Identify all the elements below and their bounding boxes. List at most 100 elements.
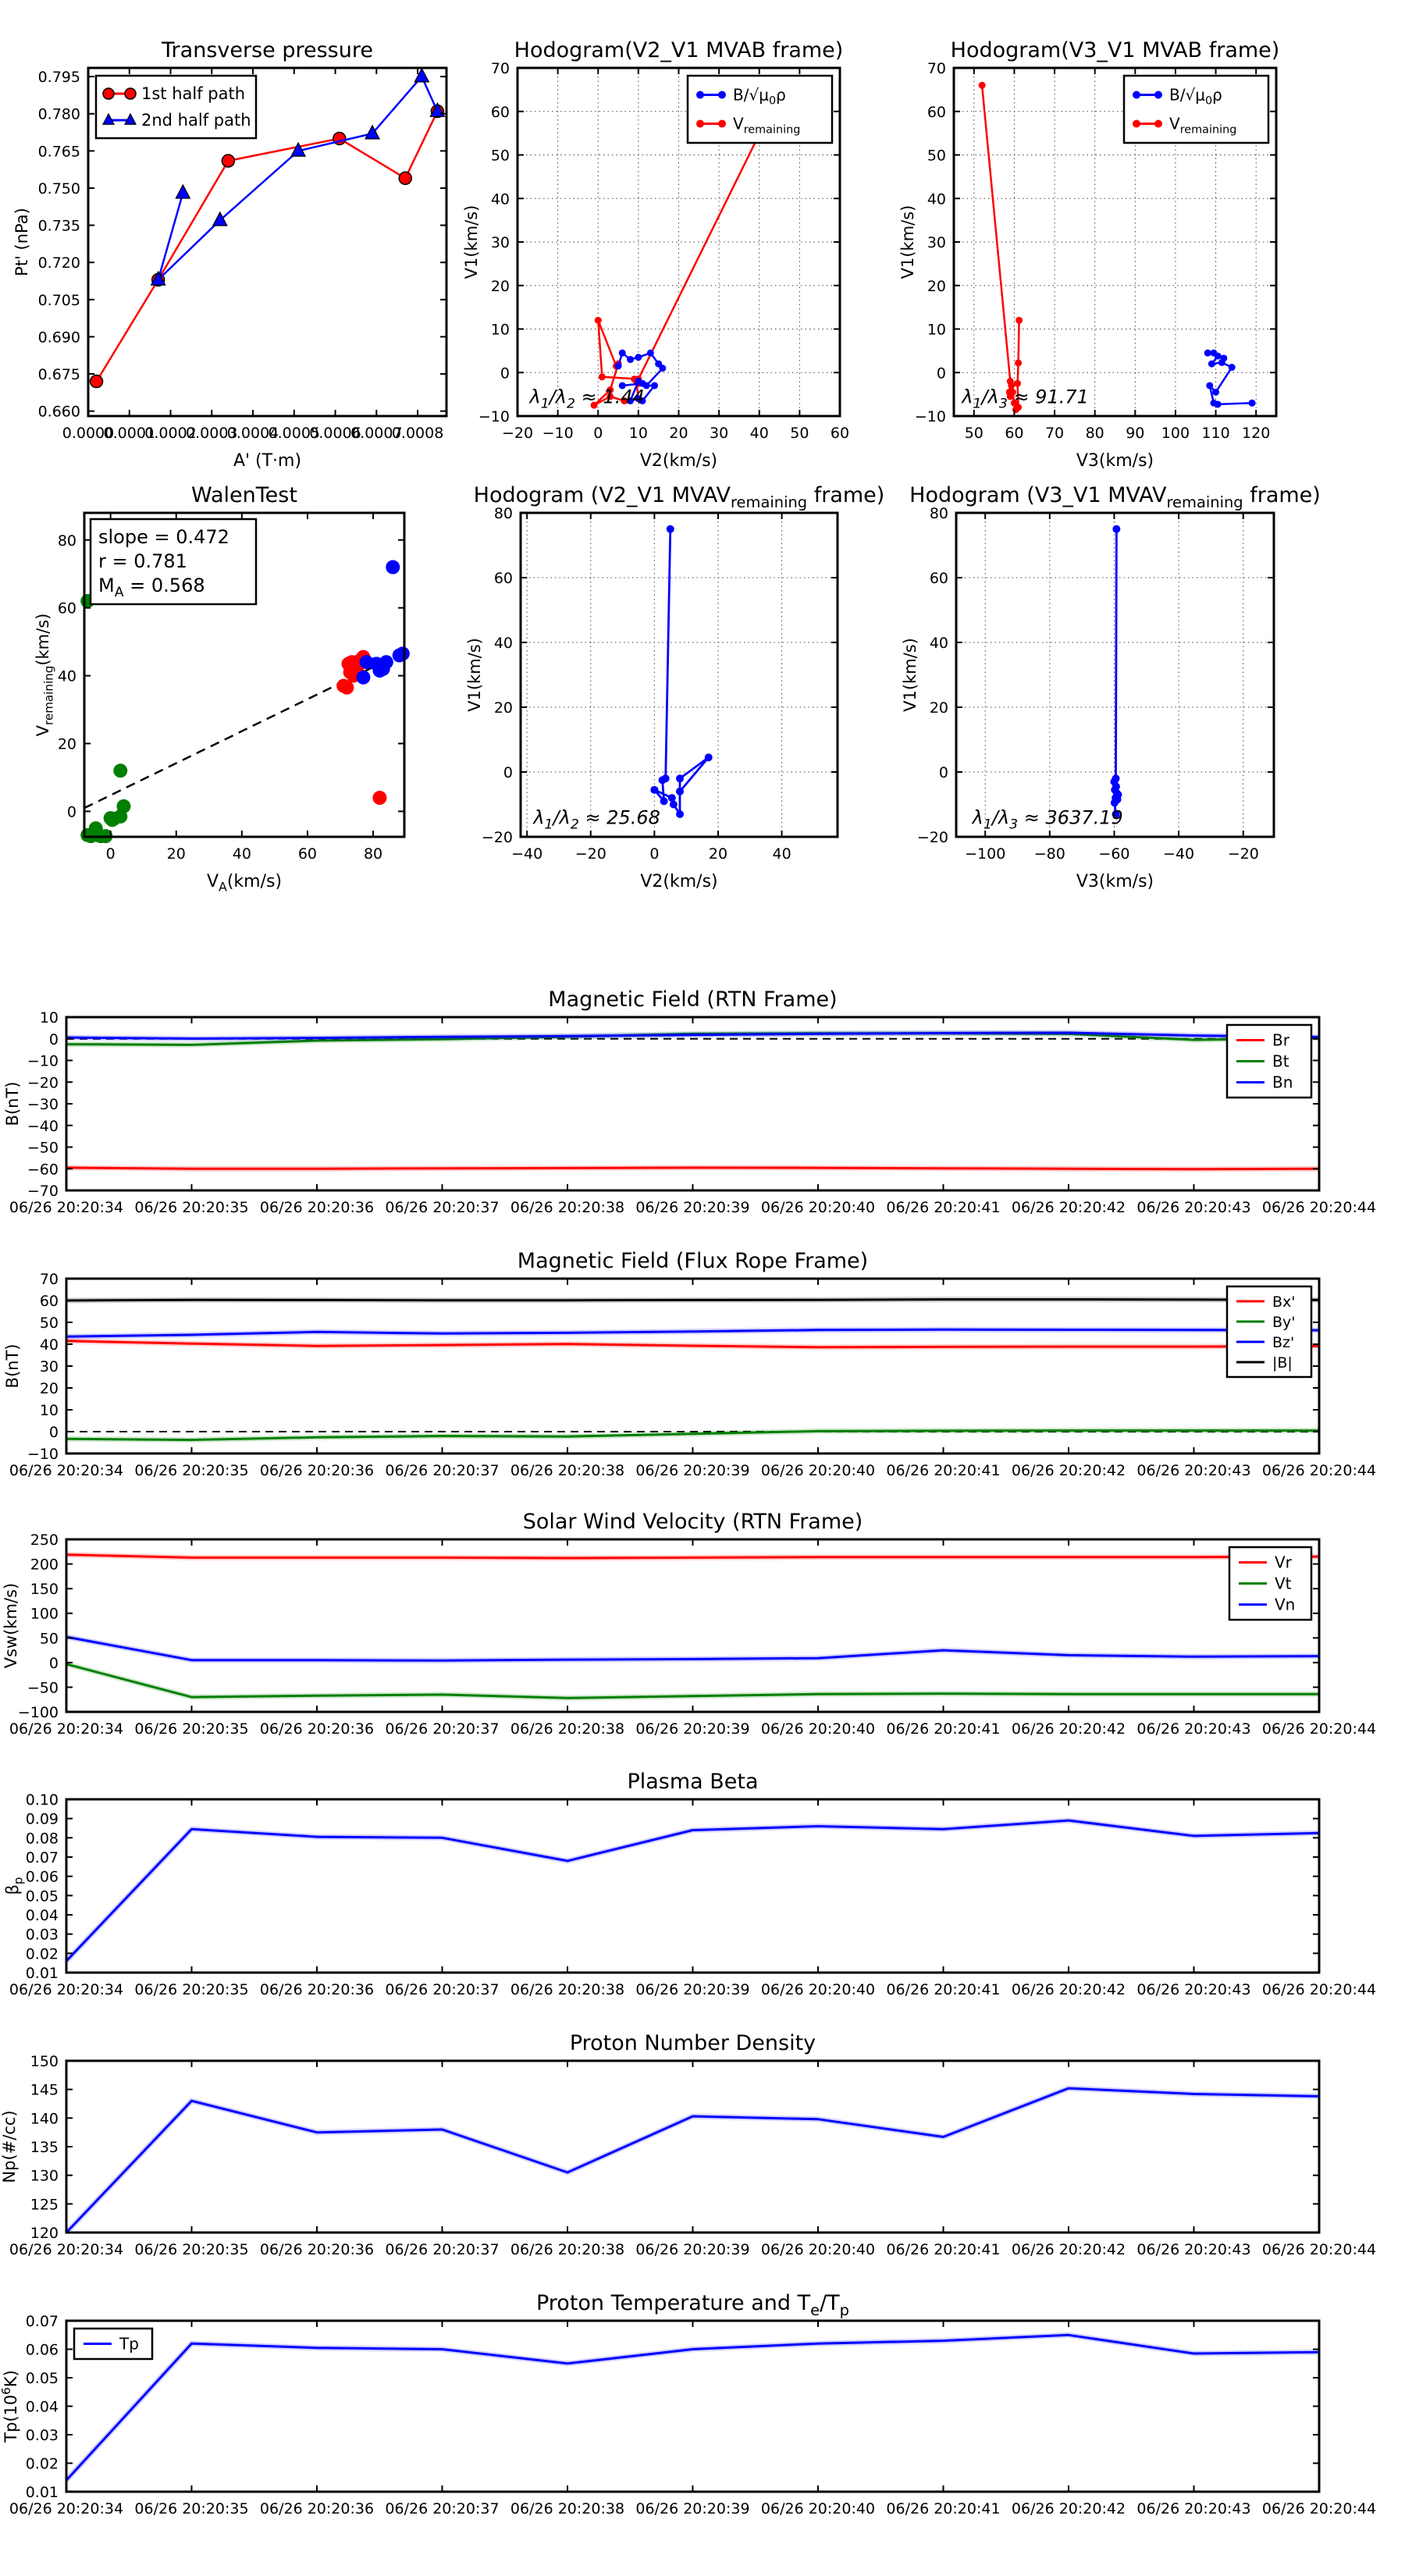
y-tick-label: 0.795 xyxy=(38,69,80,86)
y-tick-label: 0 xyxy=(49,1424,59,1441)
x-tick-label: 100 xyxy=(1161,425,1190,442)
y-tick-label: 0.02 xyxy=(26,2456,59,2473)
y-tick-label: −50 xyxy=(27,1679,59,1696)
dot-marker xyxy=(666,525,674,533)
x-tick-label: 70 xyxy=(1045,425,1064,442)
x-tick-label: 06/26 20:20:39 xyxy=(635,2500,749,2517)
y-tick-label: −50 xyxy=(27,1140,59,1157)
x-tick-label: 40 xyxy=(772,845,791,863)
legend-box xyxy=(1225,1023,1313,1099)
y-tick-label: 0.01 xyxy=(26,2484,59,2501)
plot-frame xyxy=(65,1277,1321,1455)
x-tick-label: 06/26 20:20:42 xyxy=(1012,1462,1126,1479)
dot-marker xyxy=(1133,119,1140,128)
dot-marker xyxy=(650,785,659,794)
legend-solar-wind-velocity: Vr Vt Vn xyxy=(1228,1546,1313,1621)
y-tick-label: 0.01 xyxy=(26,1965,59,1982)
x-tick-label: 06/26 20:20:40 xyxy=(761,1981,875,1998)
x-tick-label: 06/26 20:20:35 xyxy=(134,1981,248,1998)
x-tick-label: 06/26 20:20:40 xyxy=(761,1720,875,1738)
y-tick-label: 130 xyxy=(30,2168,59,2185)
x-tick-label: 06/26 20:20:37 xyxy=(385,2500,499,2517)
x-tick-label: 06/26 20:20:37 xyxy=(385,2241,499,2258)
dot-marker xyxy=(1016,316,1023,324)
x-tick-label: 06/26 20:20:42 xyxy=(1012,1981,1126,1998)
x-axis-label: A' (T·m) xyxy=(233,451,301,471)
x-tick-label: 90 xyxy=(1126,425,1144,442)
series-beta-p xyxy=(65,1819,1320,1962)
panel-proton-temperature: 06/26 20:20:34 06/26 20:20:35 06/26 20:20:… xyxy=(0,2291,1376,2517)
x-tick-label: 06/26 20:20:44 xyxy=(1262,1720,1376,1738)
y-tick-label: 60 xyxy=(927,104,946,121)
y-tick-label: 10 xyxy=(40,1009,59,1026)
x-tick-label: 06/26 20:20:43 xyxy=(1136,1462,1250,1479)
x-tick-label: 0 xyxy=(649,845,659,863)
y-tick-label: 40 xyxy=(930,635,948,652)
x-tick-label: 06/26 20:20:41 xyxy=(886,1981,1000,1998)
dot-marker xyxy=(1206,382,1214,390)
y-tick-label: 60 xyxy=(930,570,948,587)
series-Bn xyxy=(66,1031,1320,1040)
series-halo xyxy=(66,1661,1319,1701)
panel-title: Magnetic Field (RTN Frame) xyxy=(548,987,837,1012)
y-axis-label: V1(km/s) xyxy=(901,638,919,712)
y-tick-label: 60 xyxy=(40,1293,59,1310)
y-tick-label: 30 xyxy=(927,234,946,251)
x-tick-label: 06/26 20:20:36 xyxy=(260,1720,374,1738)
panel-title: Magnetic Field (Flux Rope Frame) xyxy=(518,1249,868,1273)
dot-marker xyxy=(618,382,626,390)
annotation: λ1/λ2 ≈ 1.44 xyxy=(528,386,644,411)
x-tick-label: 0 xyxy=(106,845,116,863)
x-tick-label: 06/26 20:20:37 xyxy=(385,1462,499,1479)
y-tick-label: 10 xyxy=(927,322,946,339)
legend-box xyxy=(1225,1285,1313,1379)
x-tick-label: 0.0006 xyxy=(309,425,361,442)
y-tick-label: 30 xyxy=(40,1358,59,1375)
dot-marker xyxy=(1212,388,1220,396)
panel-title: Solar Wind Velocity (RTN Frame) xyxy=(523,1510,863,1534)
y-tick-label: −10 xyxy=(478,408,510,425)
triangle-marker xyxy=(102,112,115,125)
x-tick-label: 06/26 20:20:34 xyxy=(9,1720,123,1738)
legend-label: Bz' xyxy=(1272,1334,1294,1351)
series-Bz' xyxy=(66,1328,1320,1338)
y-tick-label: 60 xyxy=(58,600,76,617)
dot-marker xyxy=(659,365,667,372)
y-tick-label: 40 xyxy=(40,1336,59,1354)
dot-marker xyxy=(356,670,371,685)
series-B-sqrt-mu0rho xyxy=(1208,351,1253,406)
x-tick-label: 06/26 20:20:44 xyxy=(1262,1462,1376,1479)
x-tick-label: 20 xyxy=(709,845,727,863)
y-tick-label: 0.675 xyxy=(38,366,80,383)
y-tick-label: 250 xyxy=(30,1532,59,1549)
x-tick-label: 06/26 20:20:41 xyxy=(886,1199,1000,1216)
x-tick-label: 120 xyxy=(1242,425,1270,442)
y-tick-label: 80 xyxy=(58,532,76,550)
x-tick-label: −100 xyxy=(965,845,1005,863)
series-Bx' xyxy=(66,1340,1320,1349)
legend-label: Vr xyxy=(1275,1553,1293,1572)
series-Np xyxy=(65,2087,1320,2234)
legend-label: Br xyxy=(1272,1031,1290,1050)
y-tick-label: 0.10 xyxy=(26,1791,59,1809)
y-tick-label: 50 xyxy=(40,1315,59,1332)
plot-frame xyxy=(65,1798,1321,1974)
plot-frame xyxy=(87,66,448,418)
dot-marker xyxy=(1133,91,1140,99)
series-V_remaining xyxy=(980,85,1020,411)
y-tick-label: 0 xyxy=(49,1031,59,1048)
dot-marker xyxy=(676,787,685,795)
x-axis-label: V2(km/s) xyxy=(640,872,717,891)
y-tick-label: 0.720 xyxy=(38,254,80,272)
x-tick-label: −20 xyxy=(502,425,533,442)
plot-frame xyxy=(83,511,406,838)
y-axis-label: B(nT) xyxy=(3,1344,22,1389)
x-tick-label: 06/26 20:20:35 xyxy=(134,1462,248,1479)
panel-plasma-beta: 06/26 20:20:34 06/26 20:20:35 06/26 20:20:… xyxy=(3,1770,1376,1998)
dot-marker xyxy=(696,91,704,99)
y-tick-label: 145 xyxy=(30,2082,59,2099)
stats-line: slope = 0.472 xyxy=(98,526,229,548)
legend-label: Bx' xyxy=(1272,1293,1296,1311)
panel-title: Proton Number Density xyxy=(570,2031,816,2055)
